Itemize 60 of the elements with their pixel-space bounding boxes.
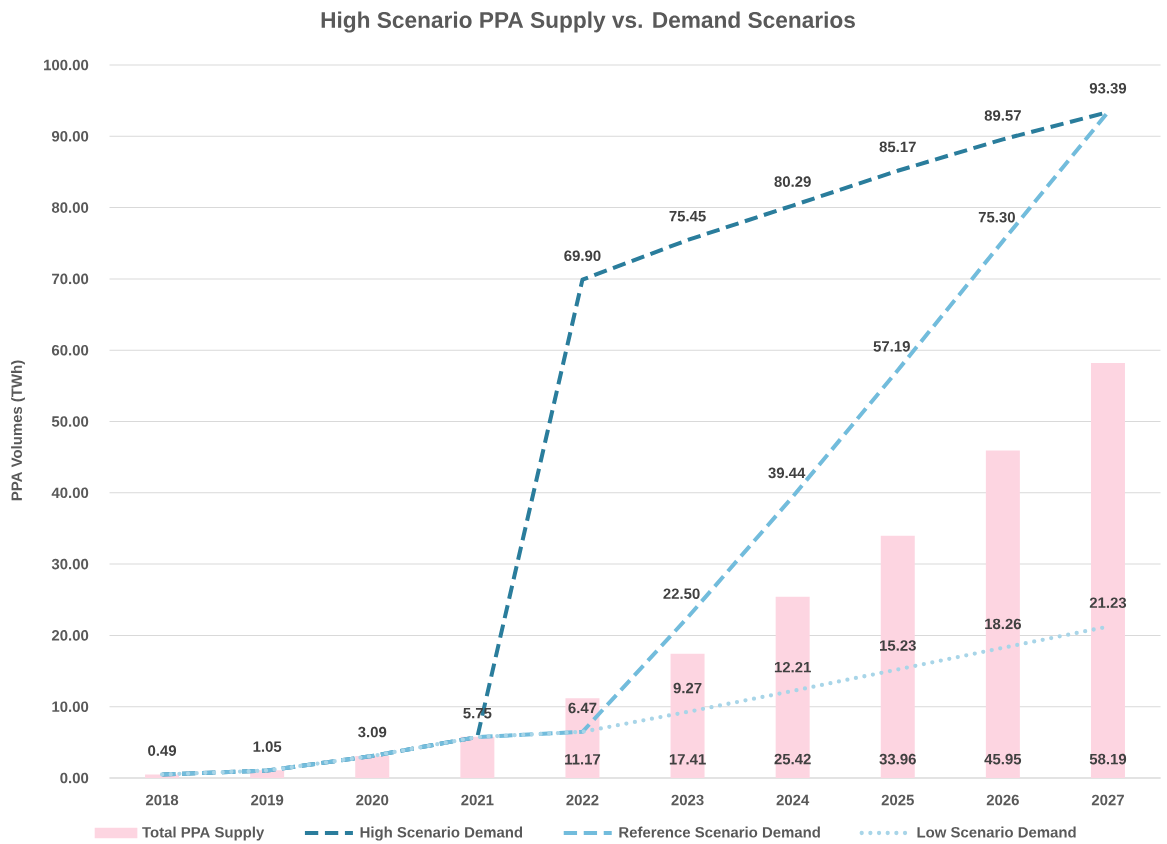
data-label: 33.96 <box>879 753 916 765</box>
x-tick-label: 2027 <box>1091 794 1124 806</box>
data-label: 22.50 <box>663 588 700 599</box>
data-label: 89.57 <box>984 110 1021 121</box>
data-label: 45.95 <box>984 753 1022 765</box>
x-tick-label: 2025 <box>881 794 914 806</box>
x-tick-label: 2026 <box>986 794 1019 806</box>
data-label: 93.39 <box>1089 82 1127 94</box>
x-tick-label: 2023 <box>671 794 704 806</box>
data-label: 39.44 <box>768 467 806 479</box>
data-label: 5.75 <box>463 707 492 719</box>
x-tick-label: 2021 <box>461 794 494 806</box>
data-label: 17.41 <box>669 754 706 765</box>
data-label: 21.23 <box>1089 597 1127 609</box>
data-label: 9.27 <box>673 682 702 694</box>
data-label: 6.47 <box>568 702 597 714</box>
bar <box>985 450 1020 778</box>
legend-label: High Scenario Demand <box>360 826 523 841</box>
y-tick-label: 50.00 <box>51 416 89 427</box>
x-tick-label: 2024 <box>776 794 810 806</box>
data-label: 25.42 <box>774 753 811 765</box>
data-label: 57.19 <box>873 341 910 352</box>
data-label: 80.29 <box>774 176 811 187</box>
chart-title: High Scenario PPA Supply vs. Demand Scenarios <box>321 11 855 33</box>
y-tick-label: 80.00 <box>51 202 89 213</box>
y-tick-label: 70.00 <box>52 273 89 285</box>
y-tick-label: 100.00 <box>44 59 89 71</box>
bar <box>460 736 495 778</box>
x-tick-label: 2022 <box>566 794 599 806</box>
data-label: 58.19 <box>1089 753 1127 765</box>
data-label: 1.05 <box>253 741 282 752</box>
y-tick-label: 0.00 <box>60 772 89 784</box>
data-label: 12.21 <box>774 661 811 673</box>
data-label: 18.26 <box>985 618 1021 630</box>
legend-label: Reference Scenario Demand <box>619 826 820 838</box>
data-label: 0.49 <box>148 745 177 756</box>
data-label: 69.90 <box>564 250 601 262</box>
y-tick-label: 20.00 <box>51 630 89 641</box>
data-label: 75.45 <box>669 211 706 222</box>
y-tick-label: 60.00 <box>51 344 89 356</box>
data-label: 15.23 <box>880 640 916 651</box>
data-label: 85.17 <box>879 141 916 153</box>
data-label: 11.17 <box>565 754 601 765</box>
y-tick-label: 30.00 <box>51 558 89 570</box>
y-axis-title: PPA Volumes (TWh) <box>11 360 25 501</box>
y-tick-label: 10.00 <box>52 701 89 712</box>
bar <box>880 535 915 778</box>
legend-label: Low Scenario Demand <box>917 826 1076 838</box>
bar <box>355 755 390 778</box>
bar <box>670 653 705 778</box>
bar <box>1090 363 1125 778</box>
x-tick-label: 2018 <box>145 794 179 806</box>
x-tick-label: 2020 <box>356 794 389 806</box>
y-tick-label: 90.00 <box>51 131 89 142</box>
bar <box>775 596 810 778</box>
legend-label: Total PPA Supply <box>142 826 265 841</box>
x-tick-label: 2019 <box>251 794 284 806</box>
data-label: 75.30 <box>978 211 1015 223</box>
data-label: 3.09 <box>358 726 387 738</box>
y-tick-label: 40.00 <box>51 487 89 499</box>
